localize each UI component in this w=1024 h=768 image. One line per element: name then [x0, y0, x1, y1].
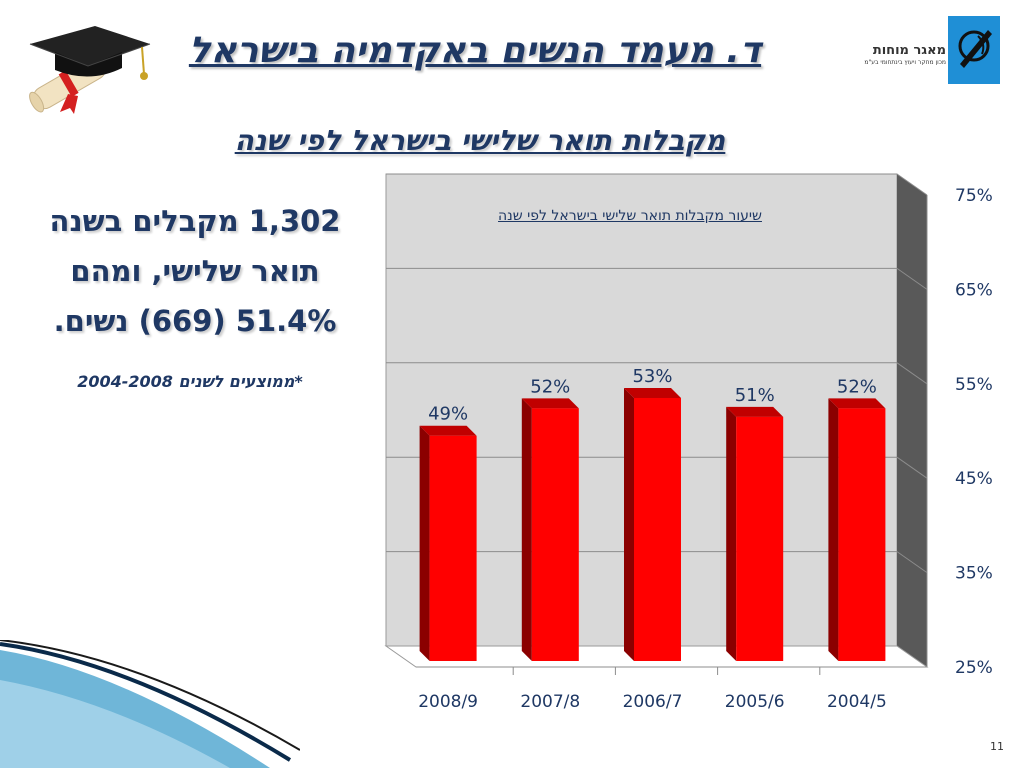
bar	[634, 397, 681, 661]
bar	[736, 416, 784, 661]
stats-block: 1,302 מקבלים בשנה תואר שלישי, ומהם 51.4%…	[30, 196, 360, 346]
bar-top	[828, 398, 886, 409]
bar-side	[726, 406, 737, 661]
bar-top	[419, 425, 477, 436]
x-tick-label: 2008/9	[418, 692, 478, 712]
y-tick-label: 25%	[955, 658, 993, 678]
bar-top	[521, 398, 579, 409]
stats-note: *ממוצעים לשנים 2004-2008	[77, 372, 303, 391]
stats-line-3: 51.4% (669) נשים.	[53, 304, 337, 338]
gridline-side	[896, 456, 928, 479]
data-label: 49%	[428, 404, 468, 425]
page-title: ד. מעמד הנשים באקדמיה בישראל	[188, 30, 762, 71]
logo-tagline: מכון מחקר ויעוץ בינתחומי בע"מ	[864, 59, 946, 66]
x-tick-label: 2007/8	[520, 692, 580, 712]
bar-top	[726, 406, 784, 417]
bar	[838, 408, 886, 661]
gridline-side	[896, 362, 928, 385]
x-tick-label: 2004/5	[827, 692, 887, 712]
bar	[531, 408, 579, 661]
stats-line-2: תואר שלישי, ומהם	[70, 254, 320, 288]
logo-text: מאגר מוחות מכון מחקר ויעוץ בינתחומי בע"מ	[840, 44, 946, 68]
page-subtitle: מקבלות תואר שלישי בישראל לפי שנה	[234, 124, 726, 157]
logo	[948, 16, 1000, 84]
y-tick-label: 35%	[955, 564, 993, 584]
gridline-side	[896, 173, 928, 196]
bar-side	[624, 387, 634, 661]
logo-name: מאגר מוחות	[872, 43, 946, 58]
data-label: 53%	[632, 366, 672, 387]
logo-pen-icon	[958, 30, 992, 68]
chart-title: שיעור מקבלות תואר שלישי בישראל לפי שנה	[498, 208, 762, 224]
y-tick-label: 45%	[955, 469, 993, 489]
data-label: 52%	[837, 376, 877, 397]
y-tick-label: 65%	[955, 280, 993, 300]
bar-side	[419, 425, 430, 661]
bar-top	[624, 387, 681, 398]
bar	[429, 435, 477, 661]
plot-side-wall	[897, 174, 927, 667]
decorative-swoosh	[0, 640, 300, 768]
graduation-cap-icon	[29, 26, 151, 114]
bar-side	[828, 398, 839, 661]
data-label: 51%	[735, 385, 775, 406]
x-tick-label: 2006/7	[623, 692, 683, 712]
stats-line-1: 1,302 מקבלים בשנה	[49, 204, 341, 238]
gridline-side	[896, 551, 928, 574]
gridline-side	[896, 267, 928, 290]
page-number: 11	[990, 740, 1004, 753]
y-tick-label: 75%	[955, 186, 993, 206]
bar-side	[521, 398, 532, 661]
y-tick-label: 55%	[955, 375, 993, 395]
x-tick-label: 2005/6	[725, 692, 785, 712]
data-label: 52%	[530, 376, 570, 397]
